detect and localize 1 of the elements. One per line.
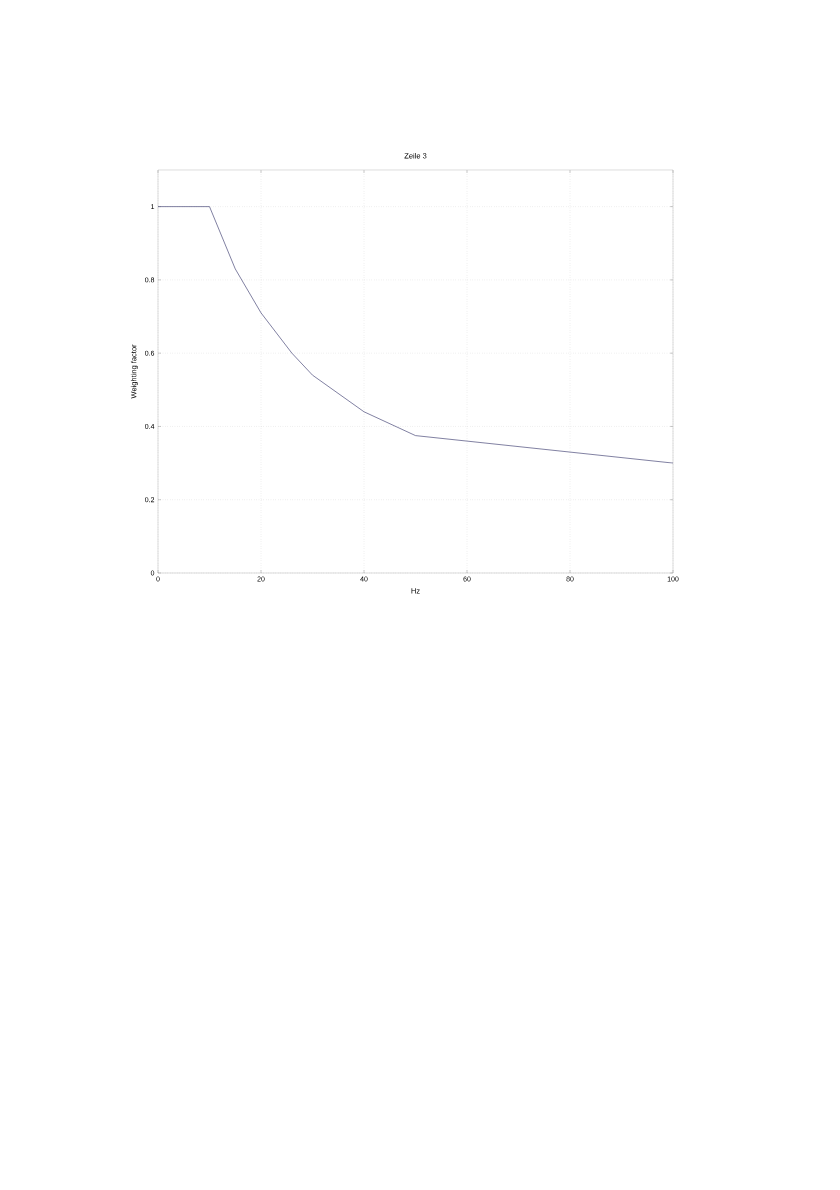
line-series bbox=[158, 206, 674, 464]
